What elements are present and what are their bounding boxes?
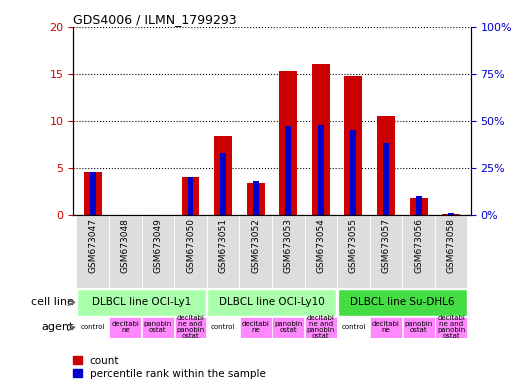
Bar xyxy=(318,124,324,215)
Bar xyxy=(142,318,174,338)
Bar xyxy=(109,318,141,338)
Bar xyxy=(338,289,467,316)
Text: GSM673049: GSM673049 xyxy=(153,218,163,273)
Bar xyxy=(370,318,402,338)
Bar xyxy=(207,215,240,288)
Text: panobin
ostat: panobin ostat xyxy=(274,321,302,333)
Text: decitabi
ne and
panobin
ostat: decitabi ne and panobin ostat xyxy=(176,316,204,339)
Bar xyxy=(77,318,109,338)
Bar xyxy=(272,318,304,338)
Text: panobin
ostat: panobin ostat xyxy=(404,321,433,333)
Bar xyxy=(286,126,291,215)
Text: DLBCL line Su-DHL6: DLBCL line Su-DHL6 xyxy=(350,298,454,308)
Bar xyxy=(188,177,194,215)
Bar xyxy=(253,181,258,215)
Text: control: control xyxy=(81,324,105,331)
Bar xyxy=(174,215,207,288)
Text: GDS4006 / ILMN_1799293: GDS4006 / ILMN_1799293 xyxy=(73,13,237,26)
Text: GSM673053: GSM673053 xyxy=(284,218,293,273)
Bar xyxy=(350,130,356,215)
Bar xyxy=(402,215,435,288)
Bar xyxy=(272,215,304,288)
Text: GSM673058: GSM673058 xyxy=(447,218,456,273)
Text: GSM673057: GSM673057 xyxy=(381,218,391,273)
Text: GSM673051: GSM673051 xyxy=(219,218,228,273)
Text: control: control xyxy=(341,324,366,331)
Text: GSM673047: GSM673047 xyxy=(88,218,97,273)
Bar xyxy=(109,215,142,288)
Bar xyxy=(207,318,239,338)
Text: decitabi
ne: decitabi ne xyxy=(242,321,270,333)
Text: GSM673048: GSM673048 xyxy=(121,218,130,273)
Bar xyxy=(181,177,199,215)
Bar xyxy=(247,183,265,215)
Legend: count, percentile rank within the sample: count, percentile rank within the sample xyxy=(73,356,266,379)
Text: GSM673055: GSM673055 xyxy=(349,218,358,273)
Text: control: control xyxy=(211,324,235,331)
Bar xyxy=(337,215,370,288)
Bar xyxy=(175,318,207,338)
Bar xyxy=(77,289,206,316)
Bar xyxy=(435,318,467,338)
Text: panobin
ostat: panobin ostat xyxy=(144,321,172,333)
Bar xyxy=(416,196,422,215)
Bar xyxy=(240,215,272,288)
Bar xyxy=(214,136,232,215)
Text: GSM673052: GSM673052 xyxy=(251,218,260,273)
Bar xyxy=(403,318,435,338)
Text: DLBCL line OCI-Ly10: DLBCL line OCI-Ly10 xyxy=(219,298,325,308)
Bar xyxy=(442,214,460,215)
Bar xyxy=(370,215,402,288)
Bar xyxy=(337,318,369,338)
Bar xyxy=(410,198,427,215)
Text: decitabi
ne and
panobin
ostat: decitabi ne and panobin ostat xyxy=(306,316,335,339)
Bar xyxy=(220,153,226,215)
Text: DLBCL line OCI-Ly1: DLBCL line OCI-Ly1 xyxy=(92,298,191,308)
Bar xyxy=(312,65,330,215)
Bar xyxy=(142,215,174,288)
Text: GSM673054: GSM673054 xyxy=(316,218,325,273)
Text: decitabi
ne: decitabi ne xyxy=(111,321,139,333)
Bar xyxy=(305,318,337,338)
Bar xyxy=(279,71,297,215)
Bar xyxy=(208,289,336,316)
Text: agent: agent xyxy=(41,323,74,333)
Bar xyxy=(377,116,395,215)
Bar xyxy=(345,76,362,215)
Text: cell line: cell line xyxy=(31,298,74,308)
Bar xyxy=(435,215,468,288)
Bar xyxy=(76,215,109,288)
Text: GSM673056: GSM673056 xyxy=(414,218,423,273)
Bar xyxy=(448,213,454,215)
Bar xyxy=(304,215,337,288)
Bar xyxy=(90,172,96,215)
Text: decitabi
ne: decitabi ne xyxy=(372,321,400,333)
Bar xyxy=(383,143,389,215)
Text: decitabi
ne and
panobin
ostat: decitabi ne and panobin ostat xyxy=(437,316,465,339)
Bar xyxy=(84,172,102,215)
Bar xyxy=(240,318,271,338)
Text: GSM673050: GSM673050 xyxy=(186,218,195,273)
